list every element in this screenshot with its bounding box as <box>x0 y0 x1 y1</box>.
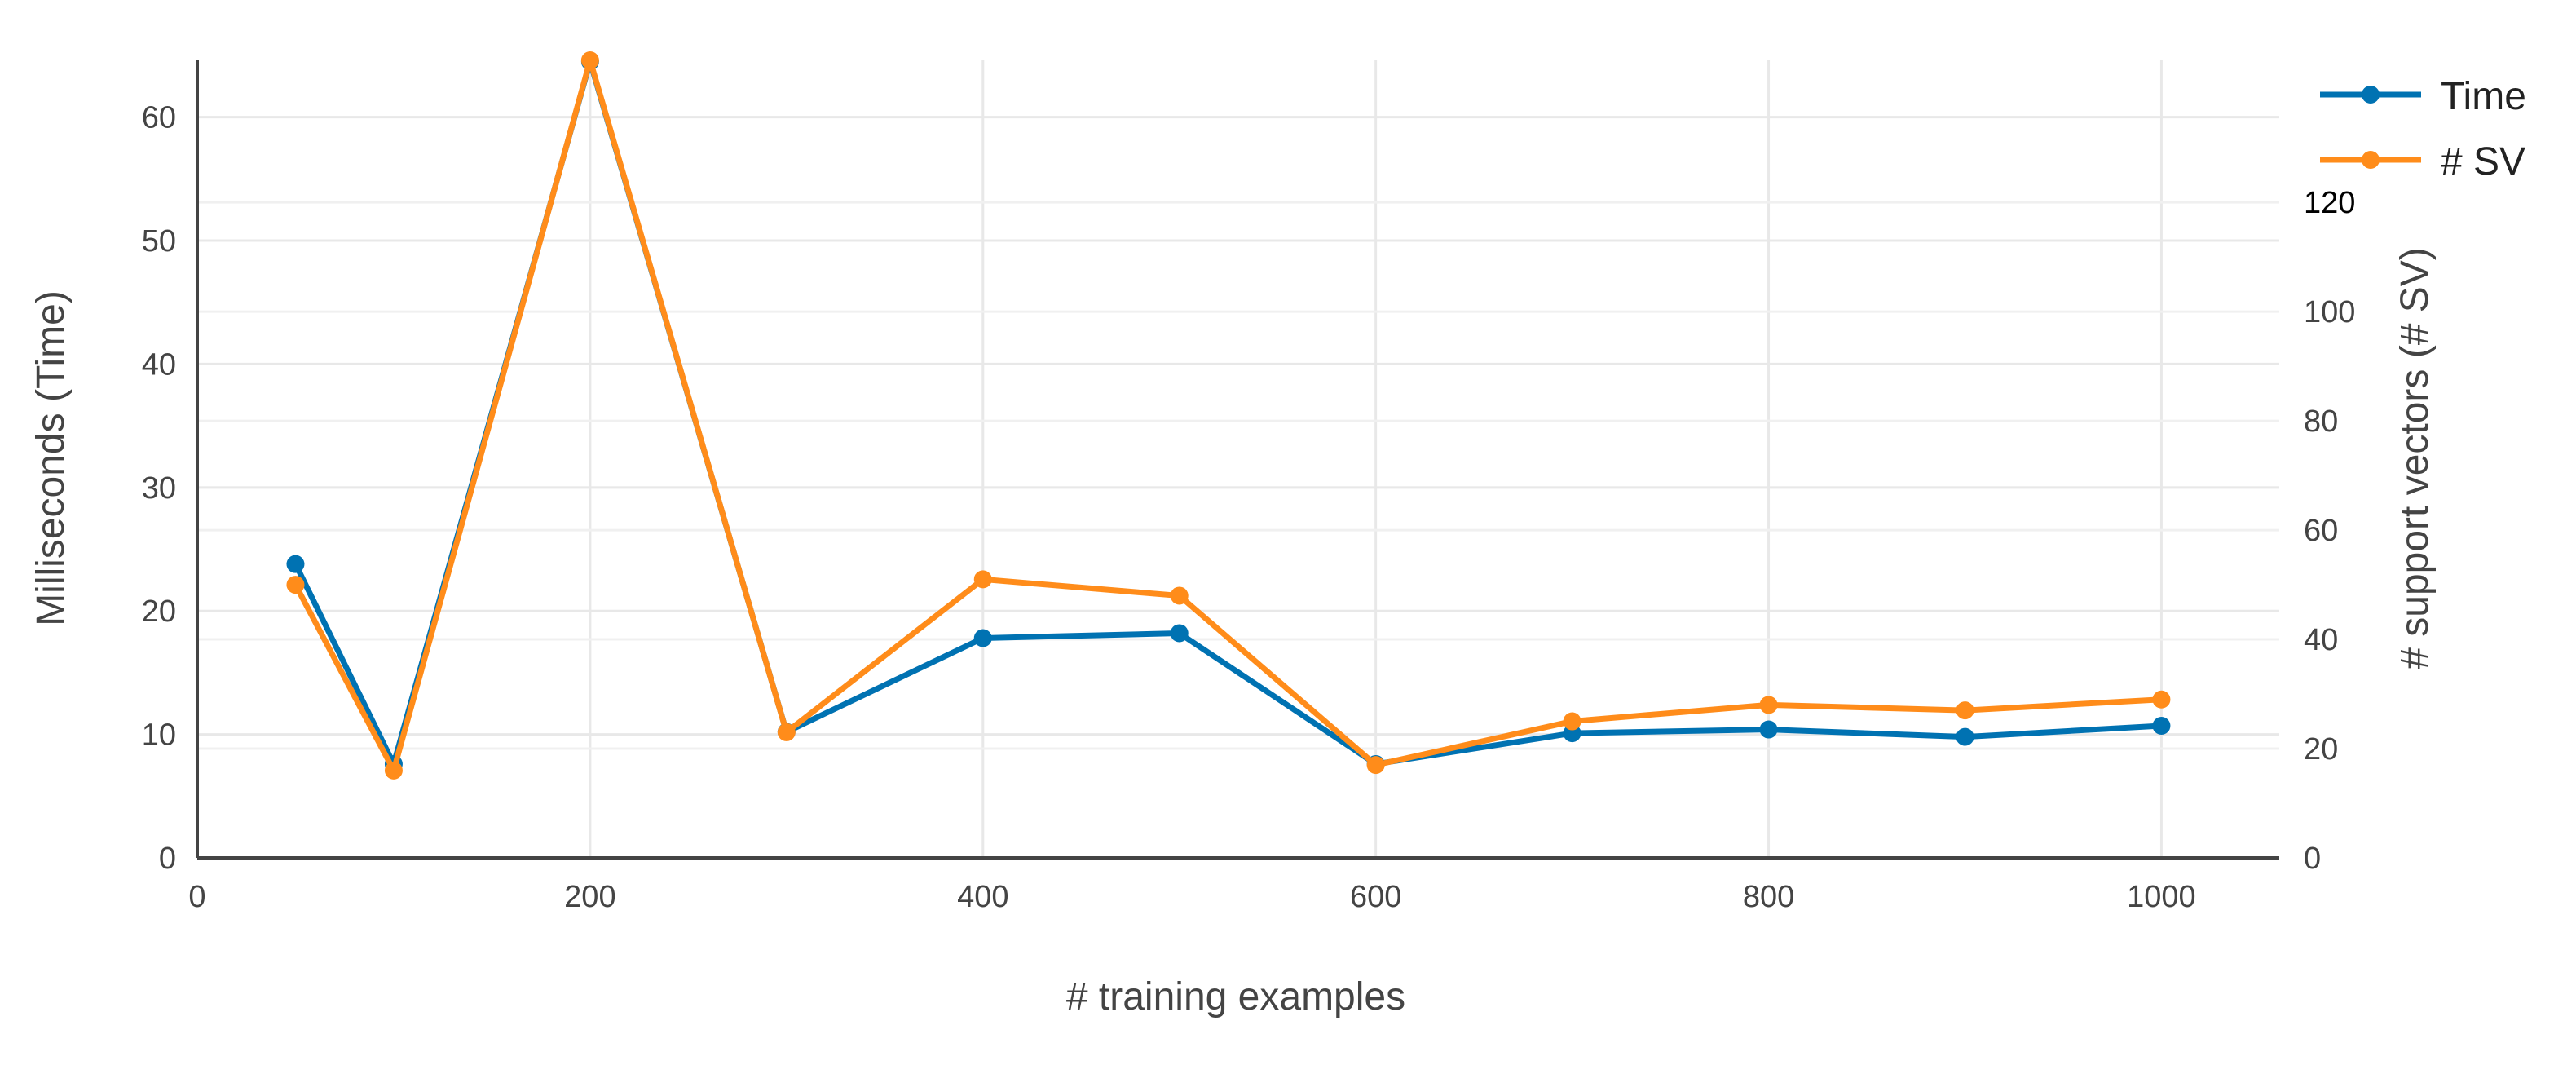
x-tick-label: 1000 <box>2127 880 2196 914</box>
series-line-time <box>293 59 2164 767</box>
grid <box>197 60 2279 858</box>
data-point-time[interactable] <box>1759 720 1778 739</box>
data-point-sv[interactable] <box>1956 701 1974 720</box>
legend-label-sv: # SV <box>2441 140 2525 183</box>
data-point-sv[interactable] <box>1366 756 1385 775</box>
y-axis-title: Milliseconds (Time) <box>29 290 73 626</box>
legend-item-time[interactable]: Time <box>2320 75 2526 118</box>
y2-tick-label: 60 <box>2304 514 2338 548</box>
data-point-sv[interactable] <box>1170 586 1189 605</box>
data-point-sv[interactable] <box>973 570 992 589</box>
legend-marker-time <box>2362 86 2380 104</box>
x-tick-label: 0 <box>188 880 205 914</box>
y2-tick-label: 100 <box>2304 295 2355 329</box>
y-tick-label: 20 <box>142 594 176 629</box>
axes: 0 200 400 600 800 100001020304050600204060801… <box>142 60 2355 914</box>
legend: Time # SV <box>2320 75 2526 183</box>
axis-labels: # training examples Milliseconds (Time) … <box>29 247 2437 1019</box>
legend-label-time: Time <box>2441 75 2526 118</box>
y2-axis-title: # support vectors (# SV) <box>2393 247 2437 669</box>
x-tick-label: 800 <box>1743 880 1794 914</box>
y2-tick-label: 120 <box>2304 186 2355 220</box>
x-axis-title: # training examples <box>1066 975 1405 1019</box>
y2-tick-label: 80 <box>2304 404 2338 439</box>
legend-item-sv[interactable]: # SV <box>2320 140 2525 183</box>
legend-marker-sv <box>2362 151 2380 169</box>
data-point-time[interactable] <box>2152 717 2171 736</box>
x-tick-label: 400 <box>957 880 1008 914</box>
data-point-time[interactable] <box>1956 727 1974 746</box>
y2-tick-label: 0 <box>2304 842 2321 876</box>
data-point-sv[interactable] <box>1759 696 1778 714</box>
y-tick-label: 10 <box>142 718 176 753</box>
data-point-time[interactable] <box>973 629 992 647</box>
y-tick-label: 30 <box>142 471 176 506</box>
y-tick-label: 0 <box>159 842 176 876</box>
y2-tick-label: 40 <box>2304 623 2338 657</box>
data-point-time[interactable] <box>286 555 305 573</box>
data-point-sv[interactable] <box>286 576 305 594</box>
data-point-sv[interactable] <box>2152 690 2171 709</box>
data-point-sv[interactable] <box>777 723 796 741</box>
y-tick-label: 50 <box>142 224 176 259</box>
data-point-sv[interactable] <box>1563 712 1581 731</box>
y-tick-label: 60 <box>142 101 176 135</box>
x-tick-label: 600 <box>1350 880 1401 914</box>
plot-area <box>286 51 2171 780</box>
data-point-time[interactable] <box>1170 624 1189 643</box>
y2-tick-label: 20 <box>2304 732 2338 767</box>
data-point-sv[interactable] <box>580 51 599 69</box>
data-point-sv[interactable] <box>384 761 403 780</box>
x-tick-label: 200 <box>564 880 615 914</box>
y-tick-label: 40 <box>142 347 176 382</box>
